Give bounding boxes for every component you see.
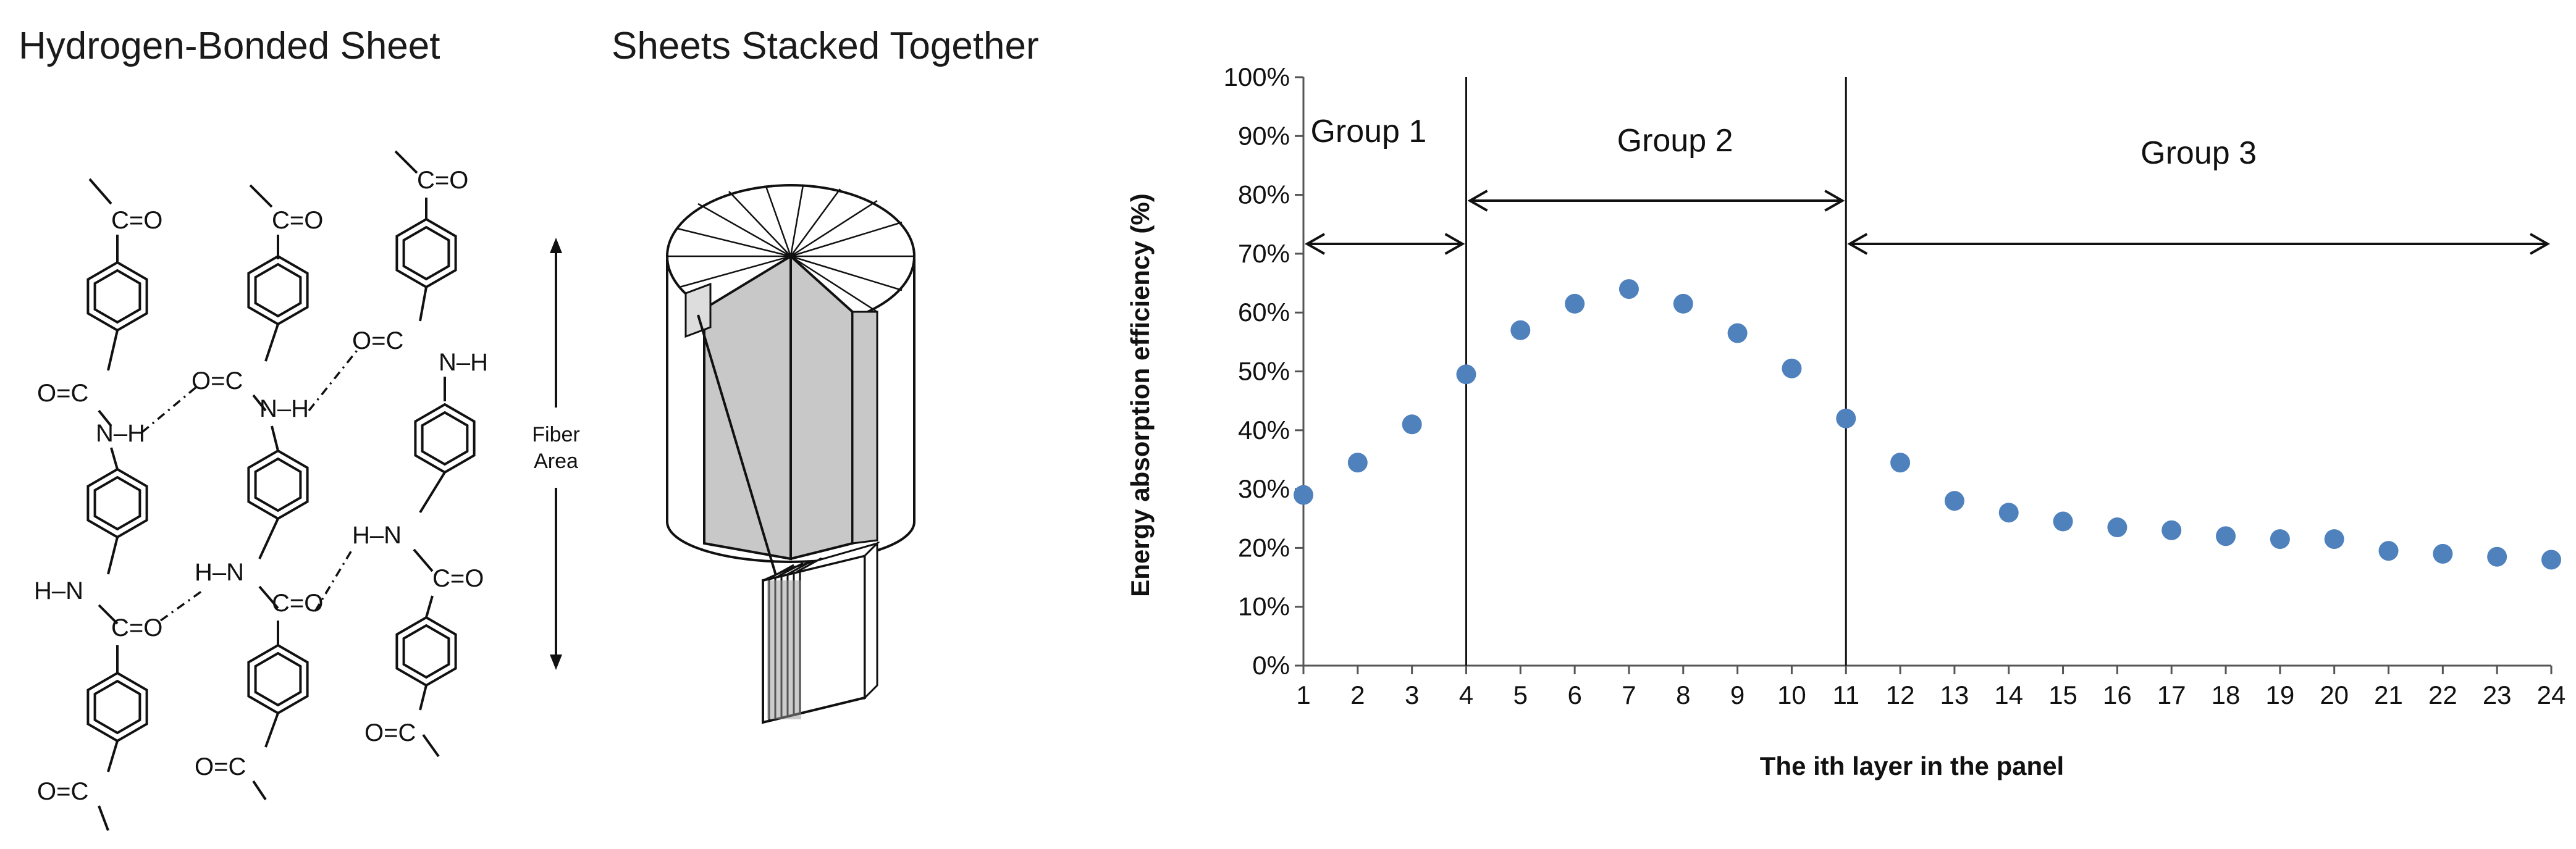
data-point [2107, 517, 2128, 538]
data-point [2541, 550, 2561, 570]
stacked-sheets-figure: Sheets Stacked Together Fiber Area [532, 25, 1039, 724]
carbonyl-label: C=O [272, 590, 323, 617]
x-tick-label: 2 [1350, 680, 1365, 709]
x-tick-label: 10 [1777, 680, 1806, 709]
y-tick-label: 30% [1238, 474, 1290, 503]
data-point [1510, 320, 1531, 340]
data-point [1618, 279, 1639, 299]
data-point [2053, 511, 2073, 532]
amide-nh-label: N–H [96, 420, 145, 447]
arrow-head-right [1824, 190, 1845, 212]
x-tick-label: 6 [1567, 680, 1581, 709]
fiber-cylinder-icon [666, 184, 915, 593]
data-point [2378, 541, 2399, 561]
x-tick-label: 16 [2103, 680, 2132, 709]
data-point [1998, 503, 2019, 523]
carbonyl-label: C=O [417, 167, 468, 194]
x-tick-label: 8 [1676, 680, 1690, 709]
y-tick-label: 80% [1238, 180, 1290, 209]
data-point [2216, 526, 2236, 546]
hydrogen-bonded-sheet-figure: Hydrogen-Bonded Sheet C=O O=C N–H H–N C=… [19, 25, 488, 831]
x-tick-label: 14 [1994, 680, 2023, 709]
data-point [2270, 529, 2290, 550]
amide-nh-label: N–H [439, 349, 488, 376]
y-axis-label: Energy absorption efficiency (%) [1126, 193, 1155, 596]
stacked-title: Sheets Stacked Together [612, 25, 1039, 67]
x-tick-label: 20 [2320, 680, 2349, 709]
y-tick-label: 60% [1238, 298, 1290, 327]
carbonyl-label: C=O [432, 565, 484, 592]
x-tick-label: 13 [1940, 680, 1969, 709]
carbonyl-label: O=C [37, 778, 88, 805]
data-point [1347, 453, 1368, 473]
carbonyl-label: C=O [272, 207, 323, 234]
sheet-title: Hydrogen-Bonded Sheet [19, 25, 440, 67]
arrow-head-right [2530, 233, 2551, 255]
y-tick-label: 20% [1238, 533, 1290, 562]
area-label: Area [534, 450, 578, 473]
x-tick-label: 1 [1296, 680, 1310, 709]
arrow-head-right [1444, 233, 1465, 255]
y-tick-label: 0% [1252, 651, 1290, 680]
carbonyl-label: C=O [111, 614, 162, 642]
group-label: Group 3 [2140, 135, 2257, 171]
carbonyl-label: O=C [192, 367, 243, 395]
data-point [1565, 293, 1585, 314]
y-tick-label: 100% [1224, 62, 1290, 91]
y-tick-label: 40% [1238, 416, 1290, 445]
carbonyl-label: O=C [364, 719, 416, 747]
data-point [1782, 358, 1802, 378]
data-point [1294, 485, 1313, 505]
data-point [2161, 520, 2182, 540]
carbonyl-label: O=C [195, 753, 246, 780]
carbonyl-label: O=C [37, 380, 88, 407]
x-tick-label: 23 [2483, 680, 2512, 709]
data-point [1944, 491, 1964, 511]
energy-absorption-chart: Energy absorption efficiency (%) The ith… [1126, 62, 2566, 780]
data-point [1836, 408, 1856, 429]
data-point [1673, 293, 1693, 314]
x-tick-label: 18 [2212, 680, 2241, 709]
x-tick-label: 5 [1513, 680, 1528, 709]
data-point [2487, 546, 2507, 567]
data-point [2433, 543, 2453, 564]
carbonyl-label: C=O [111, 207, 162, 234]
x-axis-label: The ith layer in the panel [1760, 751, 2064, 780]
fiber-label: Fiber [532, 423, 579, 446]
data-point [1890, 453, 1911, 473]
arrow-head-left [1847, 233, 1868, 255]
amide-hn-label: H–N [195, 559, 244, 586]
amide-hn-label: H–N [34, 577, 83, 604]
x-tick-label: 4 [1459, 680, 1473, 709]
arrow-head-left [1304, 233, 1325, 255]
x-tick-label: 21 [2374, 680, 2403, 709]
carbonyl-label: O=C [352, 327, 403, 354]
data-point [2324, 529, 2344, 550]
x-tick-label: 12 [1886, 680, 1915, 709]
x-tick-label: 11 [1832, 680, 1859, 709]
y-tick-label: 10% [1238, 592, 1290, 621]
sheet-stack-icon [762, 541, 881, 724]
x-tick-label: 24 [2537, 680, 2566, 709]
x-tick-label: 22 [2428, 680, 2457, 709]
x-tick-label: 15 [2048, 680, 2077, 709]
y-tick-label: 90% [1238, 121, 1290, 150]
arrow-head-left [1467, 190, 1488, 212]
amide-hn-label: H–N [352, 522, 402, 549]
group-label: Group 2 [1617, 123, 1733, 159]
y-tick-label: 50% [1238, 357, 1290, 386]
amide-nh-label: N–H [259, 395, 309, 422]
x-tick-label: 9 [1730, 680, 1745, 709]
x-tick-label: 17 [2157, 680, 2186, 709]
group-label: Group 1 [1310, 114, 1426, 149]
x-tick-label: 3 [1405, 680, 1419, 709]
y-tick-label: 70% [1238, 239, 1290, 268]
data-point [1727, 323, 1748, 343]
data-point [1456, 364, 1476, 385]
data-point [1402, 414, 1422, 435]
x-tick-label: 7 [1622, 680, 1636, 709]
x-tick-label: 19 [2266, 680, 2295, 709]
